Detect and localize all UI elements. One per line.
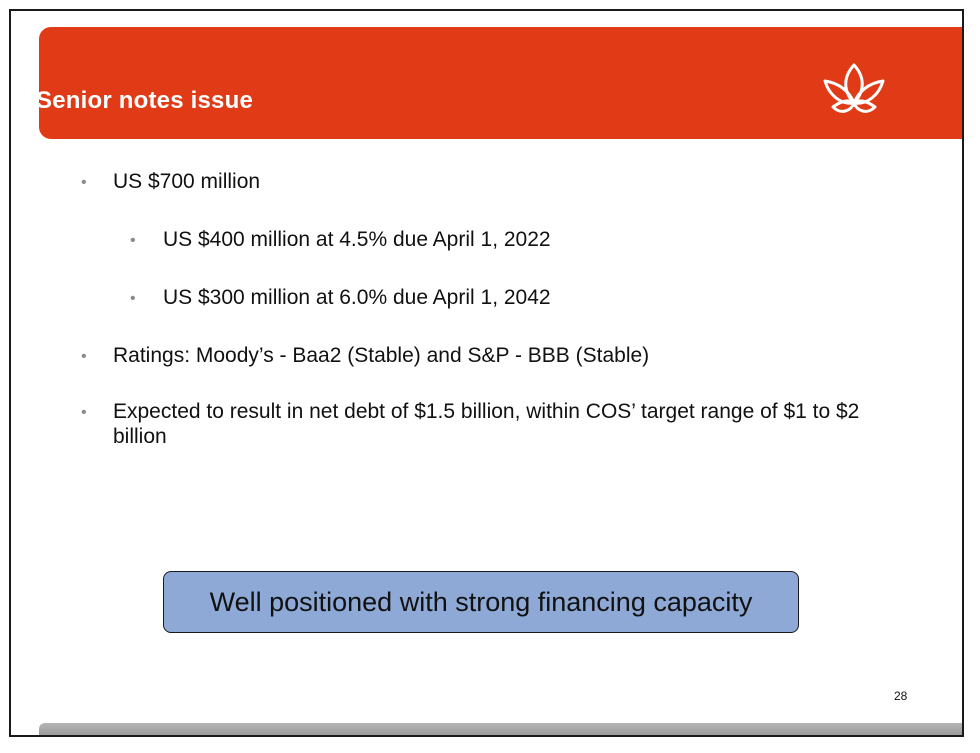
bullet-dot-icon: •: [81, 348, 87, 365]
callout-box: Well positioned with strong financing ca…: [163, 571, 799, 633]
bullet-dot-icon: •: [81, 404, 87, 421]
bullet-text: Expected to result in net debt of $1.5 b…: [113, 400, 860, 448]
header-bar: [39, 27, 962, 139]
bullet-text: US $700 million: [113, 170, 261, 193]
bullet-text: Ratings: Moody’s - Baa2 (Stable) and S&P…: [113, 344, 650, 367]
sub-bullet-item: • US $400 million at 4.5% due April 1, 2…: [73, 227, 893, 252]
flower-logo-icon: [823, 63, 885, 113]
bullet-item: • US $700 million: [73, 169, 893, 194]
bullet-item: • Ratings: Moody’s - Baa2 (Stable) and S…: [73, 343, 893, 368]
slide-title: Senior notes issue: [36, 87, 253, 114]
bullet-item: • Expected to result in net debt of $1.5…: [73, 399, 893, 449]
callout-text: Well positioned with strong financing ca…: [209, 586, 753, 617]
bullet-dot-icon: •: [130, 232, 136, 249]
slide: Senior notes issue • US $700 million • U…: [9, 9, 964, 737]
footer-bar: [39, 723, 962, 735]
bullet-list: • US $700 million • US $400 million at 4…: [73, 169, 893, 449]
page-number: 28: [894, 689, 908, 703]
bullet-text: US $300 million at 6.0% due April 1, 204…: [163, 286, 551, 309]
sub-bullet-item: • US $300 million at 6.0% due April 1, 2…: [73, 285, 893, 310]
bullet-dot-icon: •: [81, 174, 87, 191]
bullet-dot-icon: •: [130, 290, 136, 307]
bullet-text: US $400 million at 4.5% due April 1, 202…: [163, 228, 551, 251]
